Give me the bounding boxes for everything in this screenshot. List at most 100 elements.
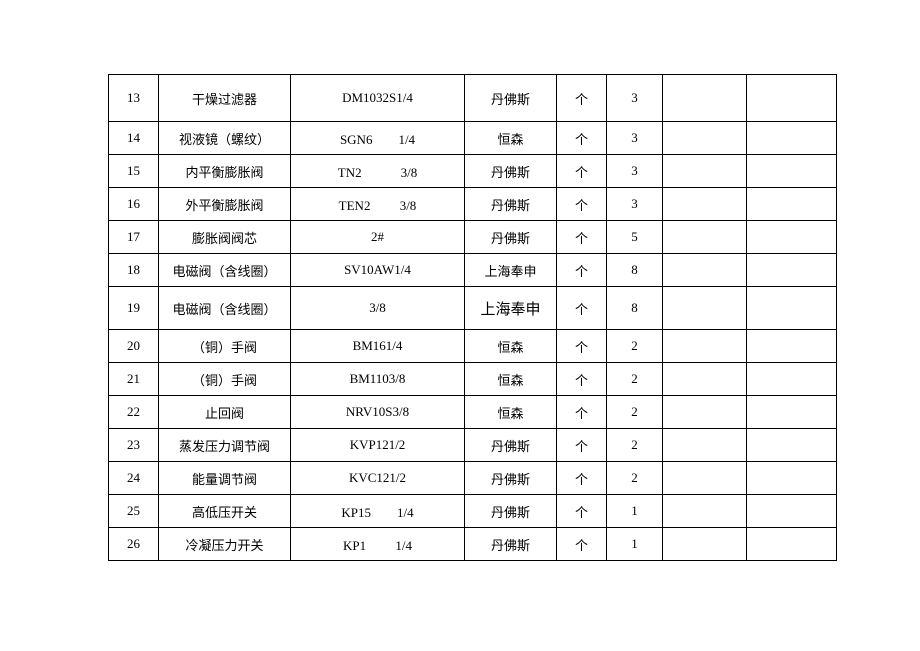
table-cell: KP15 1/4 [291,495,465,528]
table-cell: 8 [607,287,663,330]
table-cell [747,528,837,561]
table-cell: 个 [557,122,607,155]
table-cell [663,254,747,287]
table-row: 18电磁阀（含线圈）SV10AW1/4上海奉申个8 [109,254,837,287]
table-cell [663,363,747,396]
table-cell [663,75,747,122]
table-cell: 15 [109,155,159,188]
table-cell [747,75,837,122]
table-cell: 2 [607,363,663,396]
table-cell: 上海奉申 [465,287,557,330]
table-row: 13干燥过滤器DM1032S1/4丹佛斯个3 [109,75,837,122]
table-cell: 膨胀阀阀芯 [159,221,291,254]
table-cell: （铜）手阀 [159,330,291,363]
table-cell: 电磁阀（含线圈） [159,287,291,330]
table-cell [747,221,837,254]
table-cell: 个 [557,287,607,330]
table-cell: 个 [557,188,607,221]
table-cell: KP1 1/4 [291,528,465,561]
table-cell [747,155,837,188]
table-cell: 恒森 [465,330,557,363]
table-cell: 能量调节阀 [159,462,291,495]
table-cell: KVP121/2 [291,429,465,462]
table-cell: 5 [607,221,663,254]
table-cell: 丹佛斯 [465,188,557,221]
table-row: 19电磁阀（含线圈）3/8上海奉申个8 [109,287,837,330]
table-cell: 丹佛斯 [465,528,557,561]
table-cell: 个 [557,254,607,287]
table-cell: 丹佛斯 [465,155,557,188]
table-row: 24能量调节阀KVC121/2丹佛斯个2 [109,462,837,495]
table-cell: 个 [557,330,607,363]
table-row: 25高低压开关KP15 1/4丹佛斯个1 [109,495,837,528]
table-cell: 17 [109,221,159,254]
table-cell [747,396,837,429]
table-cell: 1 [607,528,663,561]
table-cell [747,122,837,155]
table-cell: NRV10S3/8 [291,396,465,429]
table-cell: 个 [557,462,607,495]
table-cell [663,528,747,561]
table-row: 21（铜）手阀BM1103/8恒森个2 [109,363,837,396]
table-row: 22止回阀NRV10S3/8恒森个2 [109,396,837,429]
table-cell: 26 [109,528,159,561]
table-cell: 3 [607,122,663,155]
table-cell: （铜）手阀 [159,363,291,396]
table-cell: 个 [557,221,607,254]
table-cell: 外平衡膨胀阀 [159,188,291,221]
table-row: 15内平衡膨胀阀TN2 3/8丹佛斯个3 [109,155,837,188]
table-cell: 个 [557,75,607,122]
table-cell: 丹佛斯 [465,221,557,254]
table-cell [747,495,837,528]
table-cell [747,254,837,287]
table-cell: 个 [557,528,607,561]
table-row: 23蒸发压力调节阀KVP121/2丹佛斯个2 [109,429,837,462]
table-cell [747,363,837,396]
table-cell [747,188,837,221]
table-cell: TEN2 3/8 [291,188,465,221]
table-body: 13干燥过滤器DM1032S1/4丹佛斯个314视液镜（螺纹）SGN6 1/4恒… [109,75,837,561]
table-cell: 2 [607,396,663,429]
table-cell: TN2 3/8 [291,155,465,188]
table-cell: KVC121/2 [291,462,465,495]
table-cell: 3 [607,188,663,221]
table-cell [663,396,747,429]
table-row: 26冷凝压力开关KP1 1/4丹佛斯个1 [109,528,837,561]
table-cell: 蒸发压力调节阀 [159,429,291,462]
table-cell: 2# [291,221,465,254]
table-cell [663,287,747,330]
table-cell: DM1032S1/4 [291,75,465,122]
table-cell [663,495,747,528]
table-row: 14视液镜（螺纹）SGN6 1/4恒森个3 [109,122,837,155]
table-cell: 丹佛斯 [465,462,557,495]
table-cell [663,155,747,188]
table-cell: 高低压开关 [159,495,291,528]
table-cell: 个 [557,429,607,462]
table-cell [747,287,837,330]
table-cell: 24 [109,462,159,495]
table-cell [747,429,837,462]
table-cell: 个 [557,155,607,188]
table-cell: 21 [109,363,159,396]
table-cell [747,330,837,363]
table-cell: 3 [607,155,663,188]
table-cell: SGN6 1/4 [291,122,465,155]
table-cell: 丹佛斯 [465,495,557,528]
table-cell [663,429,747,462]
table-cell [663,462,747,495]
parts-table: 13干燥过滤器DM1032S1/4丹佛斯个314视液镜（螺纹）SGN6 1/4恒… [108,74,837,561]
table-cell: 视液镜（螺纹） [159,122,291,155]
table-cell: 1 [607,495,663,528]
table-cell: 18 [109,254,159,287]
table-cell: 恒森 [465,122,557,155]
table-row: 20（铜）手阀BM161/4恒森个2 [109,330,837,363]
table-cell [747,462,837,495]
table-cell: 8 [607,254,663,287]
table-cell: 14 [109,122,159,155]
table-cell: 恒森 [465,363,557,396]
table-cell [663,330,747,363]
table-cell: 丹佛斯 [465,75,557,122]
table-cell: 冷凝压力开关 [159,528,291,561]
table-cell: 个 [557,495,607,528]
table-cell: 23 [109,429,159,462]
